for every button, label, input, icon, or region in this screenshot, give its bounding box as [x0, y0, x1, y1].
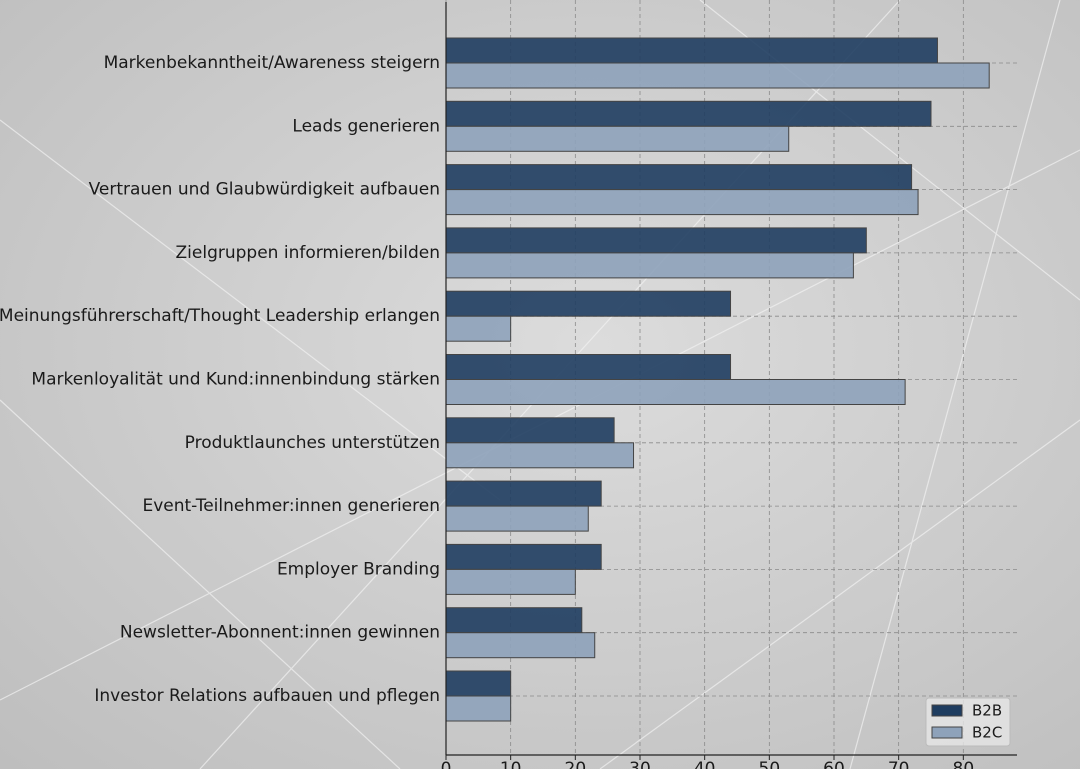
- bar: [445, 227, 867, 254]
- bar: [445, 607, 583, 634]
- bar: [445, 354, 732, 380]
- bar: [445, 480, 602, 507]
- y-tick-label: Employer Branding: [277, 559, 440, 579]
- x-tick-label: 80: [953, 759, 975, 769]
- y-tick-label: Investor Relations aufbauen und pflegen: [94, 686, 440, 706]
- y-tick-label: Leads generieren: [292, 116, 440, 136]
- y-tick-label: Newsletter-Abonnent:innen gewinnen: [120, 623, 440, 643]
- bar: [445, 290, 732, 317]
- y-tick-label: Produktlaunches unterstützen: [185, 433, 440, 453]
- bar: [445, 442, 635, 469]
- legend-label: B2C: [972, 724, 1002, 742]
- bar: [445, 315, 512, 342]
- x-tick-label: 20: [565, 759, 587, 769]
- bar: [445, 189, 919, 216]
- y-tick-label: Zielgruppen informieren/bilden: [176, 243, 440, 263]
- bar: [445, 62, 990, 89]
- bar: [445, 379, 906, 405]
- x-tick-label: 40: [694, 759, 716, 769]
- bar: [445, 568, 576, 595]
- bar: [445, 100, 932, 127]
- x-tick-label: 50: [759, 759, 781, 769]
- legend-swatch: [931, 726, 963, 739]
- y-tick-label: Markenbekanntheit/Awareness steigern: [104, 53, 440, 73]
- x-tick-label: 70: [888, 759, 910, 769]
- bar: [445, 37, 938, 64]
- bar: [445, 505, 589, 532]
- bar: [445, 417, 615, 444]
- legend-swatch: [931, 704, 963, 717]
- x-tick-label: 30: [629, 759, 651, 769]
- bar: [445, 164, 913, 191]
- x-tick-label: 60: [823, 759, 845, 769]
- legend-label: B2B: [972, 702, 1002, 720]
- bar: [445, 632, 596, 659]
- y-tick-label: Meinungsführerschaft/Thought Leadership …: [0, 306, 440, 326]
- bar: [445, 670, 512, 697]
- y-tick-label: Event-Teilnehmer:innen generieren: [142, 496, 440, 516]
- y-tick-label: Markenloyalität und Kund:innenbindung st…: [31, 370, 440, 390]
- bar: [445, 252, 854, 279]
- y-tick-label: Vertrauen und Glaubwürdigkeit aufbauen: [89, 180, 440, 200]
- bar: [445, 125, 790, 152]
- x-tick-label: 0: [441, 759, 452, 769]
- bar: [445, 695, 512, 722]
- x-tick-label: 10: [500, 759, 522, 769]
- bar: [445, 543, 602, 570]
